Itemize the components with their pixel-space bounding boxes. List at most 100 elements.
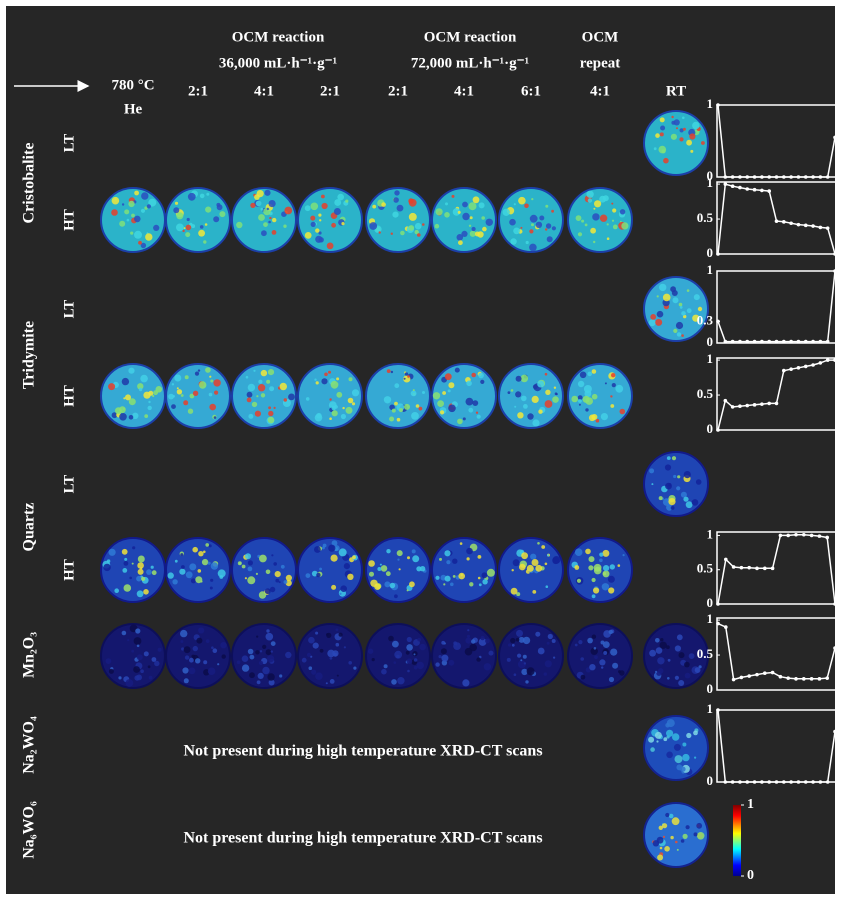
map-spot — [157, 647, 162, 652]
map-spot — [326, 242, 334, 250]
map-spot — [367, 648, 374, 654]
map-spot — [336, 391, 343, 398]
map-spot — [189, 563, 197, 571]
map-spot — [581, 219, 585, 223]
map-spot — [315, 381, 319, 385]
map-spot — [258, 214, 265, 221]
map-spot — [308, 666, 313, 670]
map-spot — [666, 645, 670, 650]
map-spot — [334, 199, 342, 206]
map-spot — [153, 390, 159, 396]
point — [811, 224, 815, 228]
map-spot — [468, 407, 474, 413]
map-spot — [266, 207, 269, 211]
map-spot — [445, 202, 448, 206]
point — [825, 535, 829, 540]
map-spot — [152, 394, 155, 398]
map-spot — [408, 212, 417, 221]
map-spot — [547, 633, 553, 640]
map-spot — [584, 223, 588, 227]
map-spot — [419, 566, 426, 572]
map-spot — [167, 572, 174, 579]
point — [763, 671, 767, 676]
map-spot — [481, 216, 486, 220]
map-spot — [217, 569, 226, 578]
map-spot — [595, 418, 600, 423]
map-spot — [311, 669, 317, 675]
map-spot — [606, 237, 610, 240]
point — [833, 602, 837, 606]
map-spot — [471, 372, 477, 378]
map-spot — [205, 206, 212, 213]
map-disc — [165, 363, 231, 429]
map-spot — [145, 233, 153, 241]
map-spot — [371, 658, 375, 662]
point — [730, 175, 735, 179]
map-spot — [659, 641, 667, 649]
map-spot — [331, 540, 338, 547]
point — [803, 223, 808, 228]
map-spot — [599, 659, 606, 666]
map-spot — [108, 668, 114, 674]
map-spot — [466, 547, 473, 555]
map-spot — [219, 575, 224, 579]
group-subtitle: 36,000 mL·h⁻¹·g⁻¹ — [219, 55, 337, 71]
map-spot — [488, 650, 494, 656]
map-spot — [333, 208, 341, 215]
map-spot — [416, 566, 422, 572]
map-spot — [141, 576, 146, 582]
map-spot — [398, 568, 401, 571]
map-spot — [673, 119, 680, 126]
map-spot — [471, 226, 476, 232]
map-spot — [588, 556, 595, 563]
phase-label: Na₂WO₄ — [21, 716, 38, 774]
map-spot — [665, 482, 672, 490]
map-spot — [406, 644, 413, 651]
map-spot — [462, 212, 470, 221]
map-spot — [537, 380, 545, 388]
map-spot — [129, 576, 132, 580]
point — [778, 533, 783, 538]
point — [716, 708, 720, 712]
map-spot — [526, 564, 534, 572]
map-spot — [407, 375, 410, 378]
map-spot — [694, 756, 697, 759]
map-spot — [140, 208, 146, 213]
map-spot — [666, 456, 671, 460]
map-spot — [599, 214, 608, 222]
map-spot — [535, 631, 541, 637]
map-spot — [192, 645, 198, 652]
map-spot — [579, 371, 587, 379]
map-spot — [698, 665, 702, 669]
map-spot — [662, 293, 671, 302]
map-spot — [130, 231, 134, 235]
map-spot — [602, 549, 610, 557]
map-spot — [435, 208, 443, 216]
map-disc — [643, 110, 709, 176]
point — [752, 187, 757, 192]
map-spot — [111, 209, 118, 216]
xrd-ct-map — [643, 451, 709, 517]
map-spot — [168, 393, 175, 400]
column-label: 2:1 — [320, 83, 340, 99]
xrd-ct-map — [231, 623, 297, 689]
map-spot — [587, 198, 593, 203]
map-spot — [111, 412, 118, 419]
xrd-ct-map — [643, 110, 709, 176]
start-temp: 780 °C — [111, 77, 154, 93]
map-spot — [315, 672, 323, 680]
map-spot — [267, 369, 275, 376]
map-spot — [272, 217, 277, 223]
group-title: OCM reaction — [424, 29, 517, 45]
map-spot — [153, 224, 160, 231]
map-spot — [676, 634, 683, 641]
point — [747, 674, 751, 678]
map-spot — [132, 546, 136, 550]
map-spot — [441, 654, 449, 662]
map-spot — [676, 764, 683, 771]
xrd-ct-map — [498, 187, 564, 253]
map-spot — [392, 211, 399, 218]
map-spot — [140, 567, 143, 570]
map-spot — [453, 641, 458, 646]
map-spot — [459, 542, 463, 545]
